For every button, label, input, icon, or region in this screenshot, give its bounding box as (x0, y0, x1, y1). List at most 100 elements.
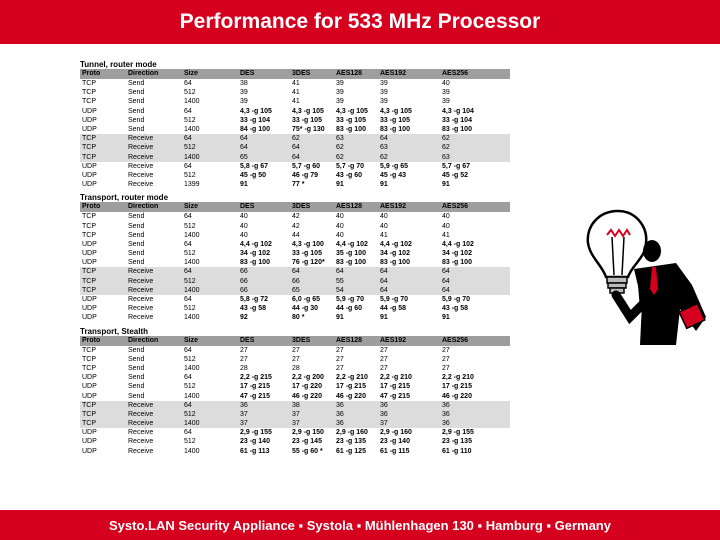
table-cell: Send (128, 374, 145, 382)
column-header: Size (182, 202, 238, 213)
table-cell: 6,0 -g 65 (292, 296, 321, 304)
table-row: UDP Send 1400 84 -g 100 75* -g 130 83 -g 100 8… (80, 125, 510, 134)
column-header: DES (238, 202, 290, 213)
table-cell: UDP (82, 171, 97, 179)
table-cell: TCP (80, 152, 126, 162)
table-cell: 1400 (182, 285, 238, 295)
table-cell: 5,7 -g 70 (336, 162, 365, 170)
table-cell: 1400 (182, 152, 238, 162)
table-cell: 45 -g 50 (240, 171, 267, 179)
table-cell: TCP (80, 276, 126, 286)
performance-table: Proto Direction Size DES 3DES AES128 AES192 AES… (80, 335, 510, 456)
table-cell: 40 (240, 213, 248, 221)
table-cell: 44 (292, 231, 300, 239)
table-cell: UDP (82, 181, 97, 189)
table-cell: Receive (126, 152, 182, 162)
table-cell: 33 -g 105 (380, 116, 410, 124)
table-cell: 17 -g 215 (442, 383, 472, 391)
table-cell: 2,2 -g 215 (240, 374, 272, 382)
table-cell: 27 (292, 346, 300, 354)
column-header: DES (238, 69, 290, 79)
table-cell: 61 -g 115 (380, 447, 410, 455)
table-cell: 64 (184, 80, 192, 88)
table-cell: 42 (292, 222, 300, 230)
table-cell: 62 (334, 152, 378, 162)
table-cell: 1400 (184, 231, 200, 239)
table-cell: 63 (378, 143, 440, 153)
table-cell: 2,2 -g 200 (292, 374, 324, 382)
table-cell: Send (128, 231, 145, 239)
table-cell: UDP (82, 126, 97, 134)
table-cell: 41 (292, 89, 300, 97)
table-cell: 2,9 -g 155 (240, 429, 272, 437)
table-cell: 64 (378, 134, 440, 144)
table-cell: 512 (184, 89, 196, 97)
table-row: UDP Send 512 34 -g 102 33 -g 105 35 -g 100 34 … (80, 249, 510, 258)
slide-footer-bar: Systo.LAN Security Appliance ▪ Systola ▪… (0, 510, 720, 540)
table-cell: 62 (440, 143, 510, 153)
table-cell: 92 (240, 314, 248, 322)
table-cell: 5,7 -g 60 (292, 162, 321, 170)
performance-section: Transport, router mode Proto Direction Size… (80, 193, 510, 322)
table-cell: 27 (336, 355, 344, 363)
table-row: TCP Receive 64 64 62 63 64 62 (80, 134, 510, 144)
table-row: UDP Send 1400 47 -g 215 46 -g 220 46 -g 220 47… (80, 391, 510, 400)
table-row: UDP Send 64 2,2 -g 215 2,2 -g 200 2,2 -g 210 2… (80, 373, 510, 382)
table-cell: 512 (184, 222, 196, 230)
table-cell: 1400 (184, 259, 200, 267)
table-row: UDP Receive 512 43 -g 58 44 -g 30 44 -g 60 44 … (80, 304, 510, 313)
table-cell: Send (128, 213, 145, 221)
table-row: UDP Receive 64 5,8 -g 72 6,0 -g 65 5,9 -g 70 5… (80, 295, 510, 304)
table-cell: Receive (128, 296, 154, 304)
table-cell: Receive (126, 143, 182, 153)
table-cell: 42 (292, 213, 300, 221)
table-cell: 34 -g 102 (240, 250, 270, 258)
table-cell: 64 (238, 134, 290, 144)
table-cell: TCP (80, 409, 126, 419)
table-cell: 39 (240, 89, 248, 97)
table-cell: 27 (336, 346, 344, 354)
table-cell: UDP (82, 447, 97, 455)
table-cell: 64 (184, 213, 192, 221)
table-cell: TCP (80, 143, 126, 153)
table-cell: 2,2 -g 210 (336, 374, 368, 382)
table-cell: UDP (82, 374, 97, 382)
table-cell: 39 (380, 89, 388, 97)
table-cell: 83 -g 100 (442, 126, 472, 134)
table-cell: 91 (336, 181, 344, 189)
table-cell: 63 (334, 134, 378, 144)
table-cell: Send (128, 383, 145, 391)
table-cell: UDP (82, 107, 97, 115)
table-cell: 46 -g 79 (292, 171, 319, 179)
table-cell: 512 (182, 409, 238, 419)
table-cell: 45 -g 43 (380, 171, 407, 179)
table-cell: 91 (380, 314, 388, 322)
table-cell: 64 (440, 285, 510, 295)
table-cell: 4,3 -g 105 (336, 107, 368, 115)
column-header: DES (238, 335, 290, 346)
table-row: UDP Receive 512 45 -g 50 46 -g 79 43 -g 60 45 … (80, 171, 510, 180)
slide-title-bar: Performance for 533 MHz Processor (0, 0, 720, 44)
table-header-row: Proto Direction Size DES 3DES AES128 AES192 AES… (80, 202, 510, 213)
table-cell: 91 (442, 181, 450, 189)
table-cell: 36 (334, 400, 378, 410)
table-cell: 64 (184, 374, 192, 382)
table-cell: 64 (290, 267, 334, 277)
table-cell: 33 -g 104 (240, 116, 270, 124)
table-cell: 64 (182, 400, 238, 410)
column-header: AES128 (334, 335, 378, 346)
column-header: Proto (80, 202, 126, 213)
table-cell: UDP (82, 392, 97, 400)
table-cell: Send (128, 89, 145, 97)
table-cell: 64 (290, 143, 334, 153)
table-cell: 64 (182, 267, 238, 277)
table-cell: UDP (82, 305, 97, 313)
table-cell: 36 (378, 409, 440, 419)
table-row: TCP Send 512 39 41 39 39 39 (80, 88, 510, 97)
table-cell: 40 (336, 231, 344, 239)
table-cell: Send (128, 116, 145, 124)
column-header: 3DES (290, 69, 334, 79)
table-cell: TCP (82, 231, 96, 239)
table-cell: Send (128, 259, 145, 267)
table-cell: UDP (82, 429, 97, 437)
